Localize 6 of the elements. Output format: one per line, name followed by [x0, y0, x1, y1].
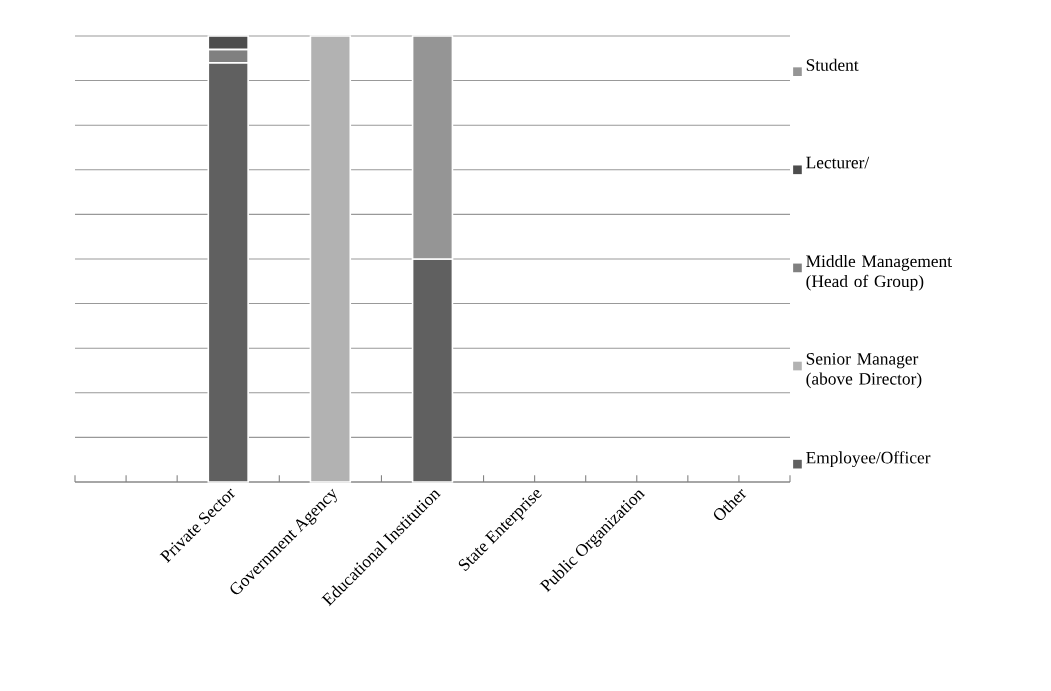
bar [309, 35, 352, 483]
legend-label: Student [806, 58, 859, 71]
legend-label: Lecturer/ [806, 156, 870, 169]
legend-label: Senior Manager (above Director) [806, 353, 922, 389]
legend-label: Middle Management (Head of Group) [806, 254, 952, 291]
legend-label: Employee/Officer [806, 451, 931, 468]
